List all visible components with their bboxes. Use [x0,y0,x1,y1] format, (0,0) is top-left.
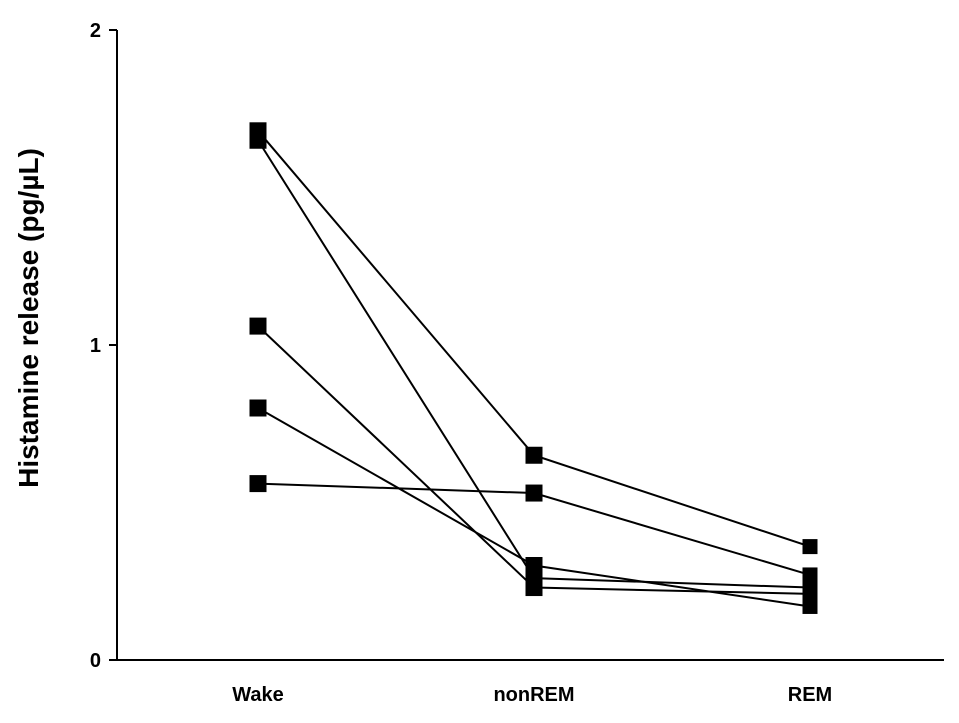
y-tick-label: 0 [90,650,101,672]
data-point-marker [249,399,267,417]
data-point-marker [525,446,543,464]
data-point-marker [525,579,543,597]
x-tick-label: Wake [232,684,284,706]
series-line [257,130,811,548]
data-point-marker [525,557,543,574]
data-point-marker [802,539,818,555]
data-point-marker [802,567,818,583]
y-tick-label: 1 [90,335,101,357]
y-tick-label: 2 [90,20,101,42]
data-point-marker [249,475,267,493]
y-axis-label: Histamine release (pg/µL) [13,148,44,488]
x-tick-label: REM [788,684,832,706]
series-markers [249,122,818,614]
data-point-marker [249,317,267,335]
y-ticks: 0 1 2 [90,20,117,672]
data-point-marker [802,586,818,602]
series-line [257,139,811,589]
data-point-marker [802,598,818,614]
x-ticks: Wake nonREM REM [232,684,832,706]
x-tick-label: nonREM [493,684,574,706]
series-lines [257,130,811,608]
data-point-marker [249,131,267,149]
data-point-marker [525,484,543,502]
